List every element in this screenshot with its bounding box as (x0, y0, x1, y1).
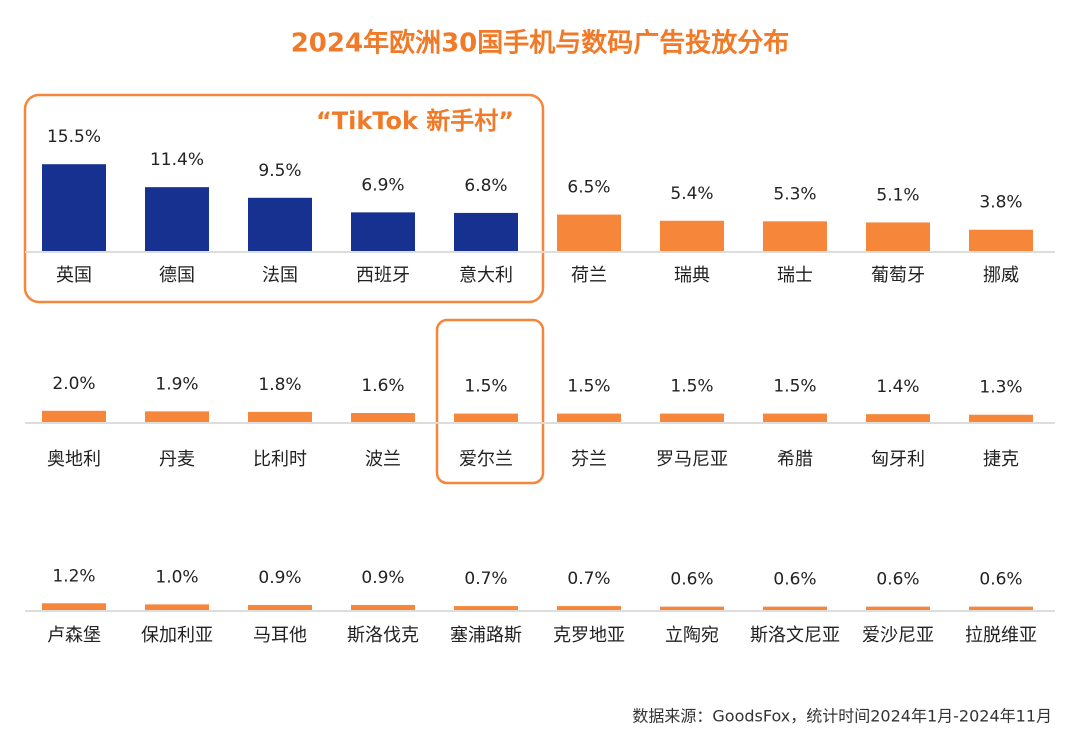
value-label: 15.5% (47, 127, 101, 147)
x-tick-label: 爱沙尼亚 (862, 625, 934, 646)
value-label: 1.5% (773, 377, 816, 397)
x-tick-label: 比利时 (253, 449, 307, 470)
bar (351, 212, 415, 251)
value-label: 0.7% (567, 569, 610, 589)
value-label: 1.8% (258, 375, 301, 395)
bar (351, 413, 415, 422)
bar (763, 221, 827, 251)
value-label: 0.6% (773, 570, 816, 590)
x-tick-label: 西班牙 (356, 265, 410, 286)
bar (969, 229, 1033, 251)
bar (763, 413, 827, 422)
bar (557, 214, 621, 251)
bar (42, 410, 106, 422)
value-label: 5.1% (876, 185, 919, 205)
value-label: 0.9% (258, 568, 301, 588)
value-label: 1.3% (979, 378, 1022, 398)
value-label: 0.9% (361, 568, 404, 588)
bar (660, 606, 724, 610)
value-label: 5.3% (773, 184, 816, 204)
value-label: 0.6% (979, 570, 1022, 590)
x-tick-label: 保加利亚 (141, 625, 213, 646)
x-tick-label: 拉脱维亚 (965, 625, 1037, 646)
bar (557, 606, 621, 610)
x-tick-label: 希腊 (777, 449, 813, 470)
x-tick-label: 立陶宛 (665, 625, 719, 646)
x-tick-label: 匈牙利 (871, 449, 925, 470)
x-tick-label: 葡萄牙 (871, 265, 925, 286)
value-label: 5.4% (670, 184, 713, 204)
x-tick-label: 意大利 (459, 265, 513, 286)
value-label: 6.8% (464, 176, 507, 196)
x-tick-label: 马耳他 (253, 625, 307, 646)
value-label: 11.4% (150, 150, 204, 170)
x-tick-label: 英国 (56, 265, 92, 286)
value-label: 1.4% (876, 377, 919, 397)
bar (866, 222, 930, 251)
x-tick-label: 斯洛伐克 (347, 625, 419, 646)
bar (145, 411, 209, 422)
bar (454, 413, 518, 422)
bar (969, 606, 1033, 610)
value-label: 1.5% (567, 377, 610, 397)
x-tick-label: 卢森堡 (47, 625, 101, 646)
source-note: 数据来源：GoodsFox，统计时间2024年1月-2024年11月 (632, 707, 1052, 726)
bar (42, 603, 106, 610)
value-label: 6.5% (567, 178, 610, 198)
value-label: 2.0% (52, 374, 95, 394)
bar (454, 606, 518, 610)
value-label: 1.5% (464, 377, 507, 397)
bar (454, 212, 518, 251)
x-tick-label: 克罗地亚 (553, 625, 625, 646)
bar (248, 604, 312, 610)
bar (660, 220, 724, 251)
x-tick-label: 挪威 (983, 265, 1019, 286)
x-tick-label: 捷克 (983, 449, 1019, 470)
bar (866, 414, 930, 422)
x-tick-label: 法国 (262, 265, 298, 286)
value-label: 0.7% (464, 569, 507, 589)
value-label: 1.2% (52, 566, 95, 586)
x-tick-label: 丹麦 (159, 449, 195, 470)
value-label: 1.0% (155, 567, 198, 587)
x-tick-label: 斯洛文尼亚 (750, 625, 840, 646)
bar (763, 606, 827, 610)
value-label: 9.5% (258, 161, 301, 181)
value-label: 3.8% (979, 193, 1022, 213)
x-tick-label: 瑞典 (674, 265, 710, 286)
bar (248, 411, 312, 422)
bar (660, 413, 724, 422)
bar (557, 413, 621, 422)
x-tick-label: 罗马尼亚 (656, 449, 728, 470)
x-tick-label: 德国 (159, 265, 195, 286)
bar (42, 164, 106, 251)
value-label: 1.5% (670, 377, 713, 397)
x-tick-label: 爱尔兰 (459, 449, 513, 470)
chart-title: 2024年欧洲30国手机与数码广告投放分布 (291, 28, 790, 59)
x-tick-label: 奥地利 (47, 449, 101, 470)
value-label: 0.6% (670, 570, 713, 590)
bar (145, 604, 209, 610)
x-tick-label: 波兰 (365, 449, 401, 470)
x-tick-label: 塞浦路斯 (450, 625, 522, 646)
x-tick-label: 芬兰 (571, 449, 607, 470)
bar (351, 604, 415, 610)
annotation: “TikTok 新手村” (316, 107, 514, 135)
value-label: 6.9% (361, 175, 404, 195)
value-label: 1.6% (361, 376, 404, 396)
x-tick-label: 荷兰 (571, 265, 607, 286)
bar (969, 414, 1033, 422)
highlight-box (23, 93, 545, 304)
bar (866, 606, 930, 610)
bar (248, 197, 312, 251)
value-label: 1.9% (155, 374, 198, 394)
x-tick-label: 瑞士 (777, 265, 813, 286)
bar (145, 187, 209, 251)
value-label: 0.6% (876, 570, 919, 590)
highlight-box (435, 318, 545, 485)
